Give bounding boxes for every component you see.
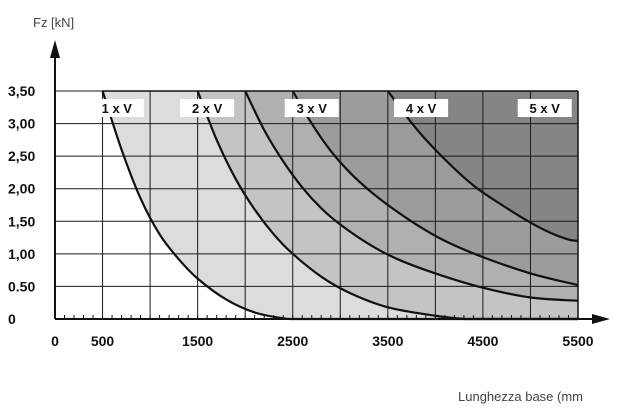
y-tick-label: 0 [8, 311, 16, 327]
band-label-box [284, 99, 339, 117]
x-tick-label: 4500 [467, 333, 498, 349]
x-tick-label: 5500 [562, 333, 593, 349]
curve-4 [291, 90, 579, 287]
y-tick-label: 0.50 [8, 278, 35, 294]
y-tick-label: 2,00 [8, 181, 35, 197]
chart-labels: 0 500 1500 2500 3500 4500 5500 0 0.50 1,00 1,50 2,0… [8, 83, 594, 349]
y-tick-label: 3,50 [8, 83, 35, 99]
x-tick-label: 0 [51, 333, 59, 349]
band-label-box [180, 99, 235, 117]
curve-5 [386, 90, 579, 242]
band-label: 3 x V [297, 101, 328, 116]
y-tick-label: 3,00 [8, 116, 35, 132]
y-tick-label: 1,50 [8, 213, 35, 229]
band-label: 4 x V [406, 101, 437, 116]
band-label: 2 x V [192, 101, 223, 116]
chart-curves [101, 90, 579, 321]
band-label-box [89, 99, 144, 117]
band-label: 5 x V [530, 101, 561, 116]
y-axis-arrow [50, 40, 60, 58]
band-label-box [394, 99, 449, 117]
x-tick-label: 2500 [277, 333, 308, 349]
y-axis-label: Fz [kN] [33, 15, 74, 30]
y-tick-label: 2,50 [8, 148, 35, 164]
band-label-box [517, 99, 572, 117]
x-tick-label: 3500 [372, 333, 403, 349]
x-tick-label: 500 [91, 333, 115, 349]
chart-axes [50, 40, 610, 324]
curve-2 [196, 90, 578, 321]
x-axis-arrow [592, 314, 610, 324]
x-tick-label: 1500 [182, 333, 213, 349]
curve-3 [244, 90, 579, 302]
y-tick-label: 1,00 [8, 246, 35, 262]
x-axis-label: Lunghezza base (mm [458, 389, 583, 404]
band-label: 1 x V [102, 101, 133, 116]
